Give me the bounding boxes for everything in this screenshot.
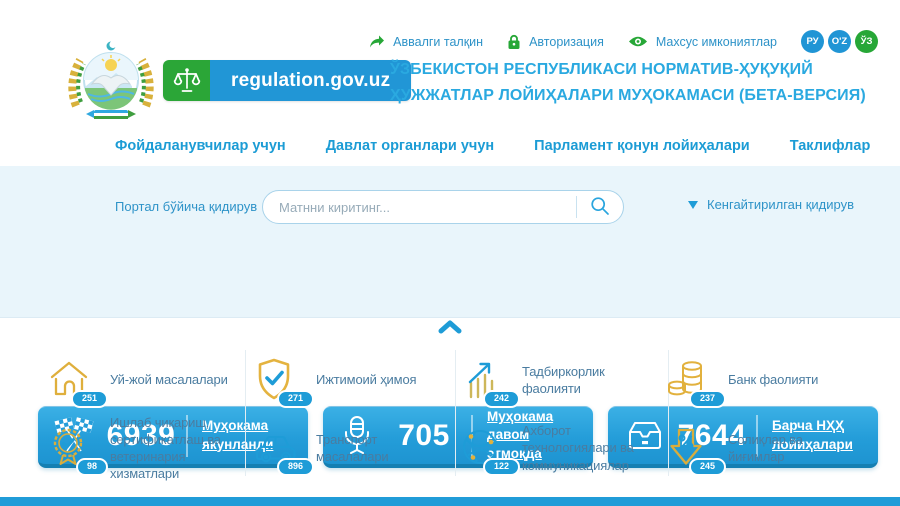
inbox-icon (622, 416, 668, 456)
category-label: Ишлаб чиқариш, сертификатлаш ва ветерина… (110, 414, 221, 482)
stat-finished-value: 6939 (106, 418, 176, 452)
category-taxes[interactable]: 245 Солиқлар ва йиғимлар (656, 414, 862, 482)
stats-row: 6939 Муҳокама якунланди (38, 406, 878, 468)
nav-item-gov-bodies[interactable]: Давлат органлари учун (325, 138, 495, 154)
category-count-badge: 896 (276, 458, 314, 476)
page-title-line2: ҲУЖЖАТЛАР ЛОЙИҲАЛАРИ МУҲОКАМАСИ (БЕТА-ВЕ… (390, 87, 866, 104)
search-box (262, 190, 624, 224)
topbar: Аввалги талқин Авторизация Махсус имко (369, 30, 878, 53)
category-label: Ахборот технологиялари ва коммуникацияла… (522, 423, 634, 473)
certificate-rosette-icon (46, 425, 94, 469)
category-count-badge: 271 (276, 390, 314, 408)
search-icon (590, 196, 610, 219)
card-divider (756, 414, 758, 457)
category-transport[interactable]: 896 Транспорт масалалари (244, 414, 450, 482)
lang-ru-button[interactable]: РУ (801, 30, 824, 53)
advanced-search-label: Кенгайтирилган қидирув (707, 197, 854, 212)
grid-divider (668, 350, 669, 476)
category-count-badge: 237 (688, 390, 726, 408)
category-banking[interactable]: 237 Банк фаолияти (656, 346, 862, 414)
car-icon (252, 425, 300, 467)
shield-check-icon (252, 357, 300, 401)
stat-card-ongoing[interactable]: 705 Муҳокама давом этмоқда (323, 406, 593, 468)
search-label: Портал бўйича қидирув (115, 199, 258, 214)
previous-version-link[interactable]: Аввалги талқин (369, 35, 483, 49)
category-label: Банк фаолияти (728, 372, 819, 388)
category-production-certification[interactable]: 98 Ишлаб чиқариш, сертификатлаш ва ветер… (38, 414, 244, 482)
category-count-badge: 242 (482, 390, 520, 408)
percent-down-icon (664, 425, 712, 469)
page-title: ЎЗБЕКИСТОН РЕСПУБЛИКАСИ НОРМАТИВ-ҲУҚУҚИЙ… (390, 57, 868, 109)
authorization-label: Авторизация (529, 34, 604, 49)
triangle-down-icon (688, 200, 698, 209)
advanced-search-link[interactable]: Кенгайтирилган қидирув (688, 197, 854, 212)
stat-ongoing-link[interactable]: Муҳокама давом этмоқда (487, 409, 554, 461)
category-entrepreneurship[interactable]: 242 Тадбиркорлик фаолияти (450, 346, 656, 414)
category-label: Ижтимоий ҳимоя (316, 372, 417, 388)
stat-ongoing-value: 705 (398, 418, 450, 452)
search-input[interactable] (263, 199, 576, 215)
search-submit-button[interactable] (577, 191, 623, 223)
search-divider (576, 196, 577, 218)
stat-card-finished[interactable]: 6939 Муҳокама якунланди (38, 406, 308, 468)
stat-all-projects-link[interactable]: Барча НҲҲ лойиҳалари (772, 418, 853, 452)
category-it-communications[interactable]: 122 Ахборот технологиялари ва коммуникац… (450, 414, 656, 482)
category-label: Транспорт масалалари (316, 431, 389, 464)
grid-divider (245, 350, 246, 476)
language-switcher: РУ O'Z ЎЗ (801, 30, 878, 53)
category-count-badge: 245 (688, 458, 726, 476)
grid-divider (455, 350, 456, 476)
finish-flags-icon (52, 415, 96, 457)
accessibility-link[interactable]: Махсус имкониятлар (628, 35, 777, 49)
globe-network-icon (458, 425, 506, 469)
nav-item-users[interactable]: Фойдаланувчилар учун (115, 138, 286, 154)
category-grid: 251 Уй-жой масалалари 271 Ижтимоий ҳимоя (38, 346, 862, 482)
scales-icon (163, 60, 210, 101)
share-icon (369, 35, 385, 49)
category-label: Тадбиркорлик фаолияти (522, 363, 605, 396)
stat-finished-link[interactable]: Муҳокама якунланди (202, 418, 274, 452)
category-count-badge: 122 (482, 458, 520, 476)
footer-bar (0, 497, 900, 506)
collapse-toggle[interactable] (0, 319, 900, 339)
page-title-line1: ЎЗБЕКИСТОН РЕСПУБЛИКАСИ НОРМАТИВ-ҲУҚУҚИЙ (390, 61, 813, 78)
stat-card-all-projects[interactable]: 7644 Барча НҲҲ лойиҳалари (608, 406, 878, 468)
lock-icon (507, 34, 521, 50)
category-count-badge: 98 (75, 458, 108, 476)
category-housing[interactable]: 251 Уй-жой масалалари (38, 346, 244, 414)
previous-version-label: Аввалги талқин (393, 34, 484, 49)
search-stats-band: Портал бўйича қидирув Кенгайтирилган қид… (0, 166, 900, 468)
lang-oz-latin-button[interactable]: O'Z (828, 30, 851, 53)
category-label: Солиқлар ва йиғимлар (728, 431, 803, 464)
house-icon (46, 357, 94, 401)
lang-oz-cyrillic-button[interactable]: ЎЗ (855, 30, 878, 53)
category-label: Уй-жой масалалари (110, 372, 228, 388)
nav-item-parliament-bills[interactable]: Парламент қонун лойиҳалари (534, 138, 750, 154)
main-nav: Фойдаланувчилар учун Давлат органлари уч… (115, 138, 870, 154)
chevron-up-icon (437, 319, 463, 339)
card-divider (186, 414, 188, 457)
accessibility-label: Махсус имкониятлар (655, 34, 777, 49)
category-count-badge: 251 (70, 390, 108, 408)
uzbekistan-emblem-logo[interactable] (64, 38, 158, 122)
eye-icon (628, 35, 648, 48)
site-logo-badge[interactable]: regulation.gov.uz (163, 60, 412, 101)
authorization-link[interactable]: Авторизация (507, 34, 604, 50)
stat-all-projects-value: 7644 (677, 418, 747, 452)
microphone-icon (337, 415, 377, 457)
category-social-protection[interactable]: 271 Ижтимоий ҳимоя (244, 346, 450, 414)
site-domain-label: regulation.gov.uz (210, 60, 412, 101)
nav-item-proposals[interactable]: Таклифлар (789, 138, 871, 154)
